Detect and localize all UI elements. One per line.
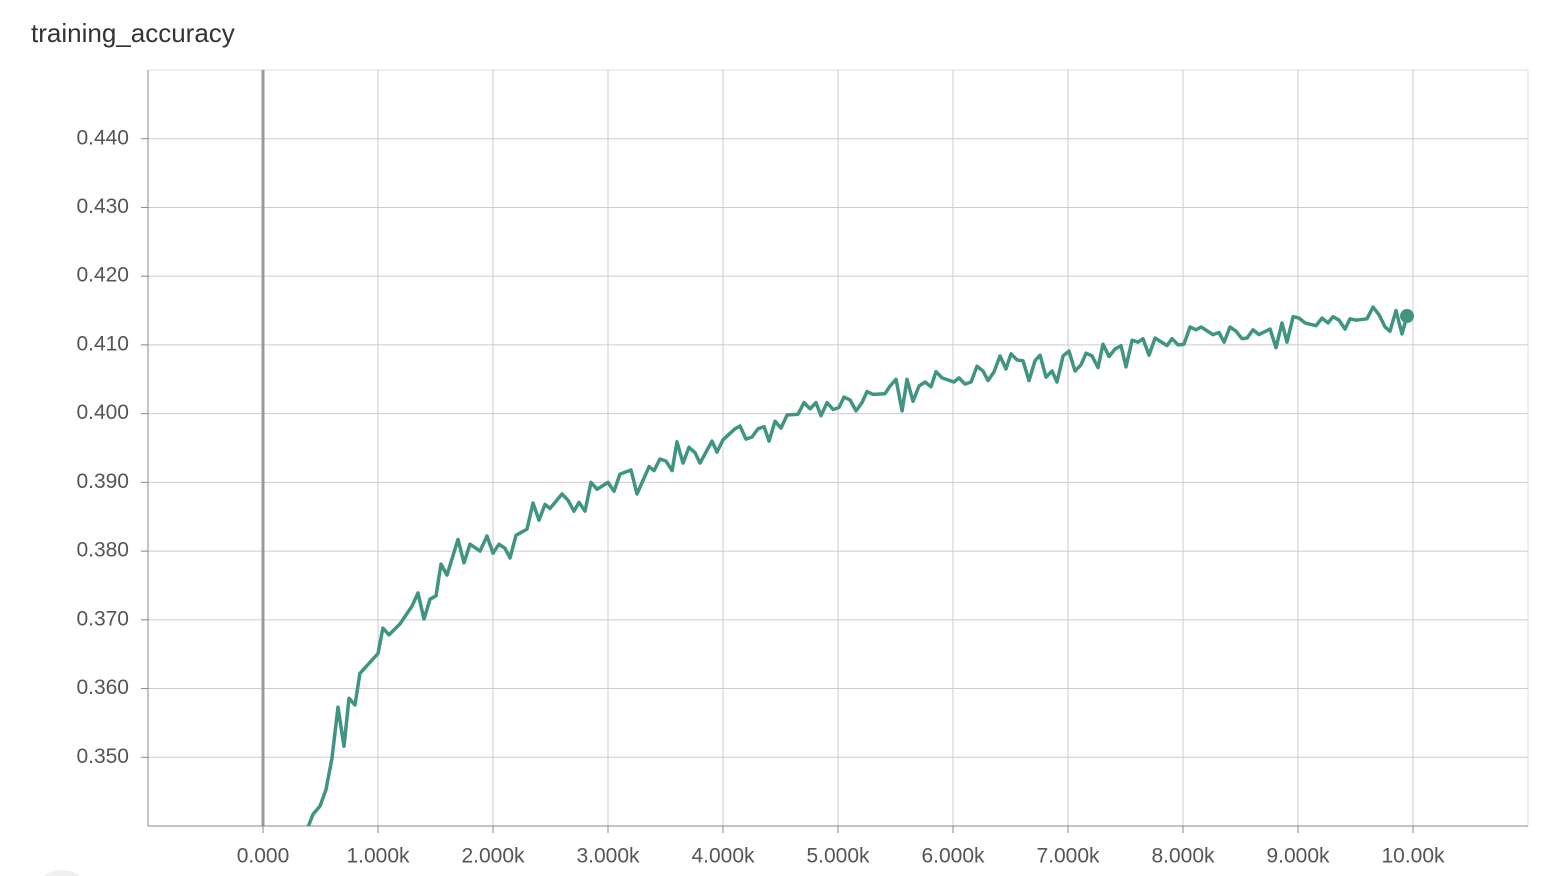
- x-tick-label: 1.000k: [346, 845, 410, 868]
- y-tick-label: 0.360: [76, 676, 129, 699]
- chart-title: training_accuracy: [31, 18, 235, 48]
- y-tick-label: 0.400: [76, 401, 129, 424]
- series-line: [306, 305, 1409, 826]
- y-tick-label: 0.410: [76, 332, 129, 355]
- x-tick-label: 3.000k: [576, 845, 640, 868]
- x-tick-label: 6.000k: [921, 845, 985, 868]
- x-tick-label: 5.000k: [806, 845, 870, 868]
- y-tick-label: 0.380: [76, 539, 129, 562]
- last-point: [1400, 309, 1415, 324]
- y-tick-label: 0.390: [76, 470, 129, 493]
- x-tick-label: 4.000k: [691, 845, 755, 868]
- x-tick-label: 9.000k: [1266, 845, 1330, 868]
- decoration: [44, 870, 80, 876]
- y-tick-label: 0.440: [76, 126, 129, 149]
- x-tick-label: 8.000k: [1151, 845, 1215, 868]
- x-tick-label: 0.000: [237, 845, 290, 868]
- x-tick-label: 10.00k: [1381, 845, 1445, 868]
- x-tick-label: 2.000k: [461, 845, 525, 868]
- y-tick-label: 0.420: [76, 264, 129, 287]
- x-tick-label: 7.000k: [1036, 845, 1100, 868]
- y-tick-label: 0.430: [76, 195, 129, 218]
- y-tick-label: 0.350: [76, 745, 129, 768]
- y-tick-label: 0.370: [76, 607, 129, 630]
